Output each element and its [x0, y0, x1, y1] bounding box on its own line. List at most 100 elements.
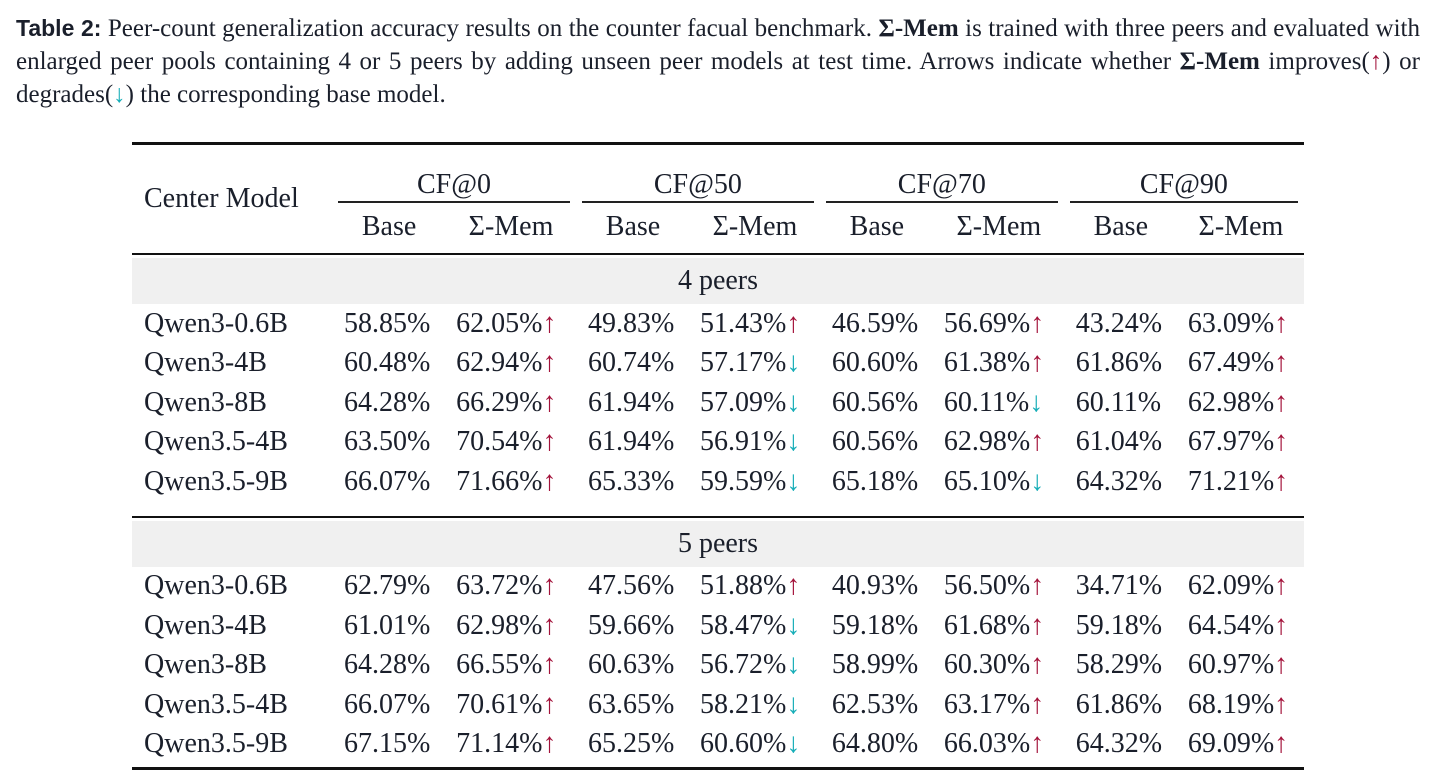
up-arrow-icon: ↑: [1274, 570, 1289, 602]
sigma-mem-value: 69.09%: [1187, 728, 1275, 760]
spacer-row: [132, 764, 1304, 769]
section-header-row: 4 peers: [132, 258, 1304, 304]
group-label: CF@70: [897, 169, 986, 200]
sigma-mem-value: 70.61%: [456, 688, 543, 720]
up-arrow-icon: ↑: [542, 465, 557, 497]
up-arrow-icon: ↑: [1030, 728, 1045, 760]
base-value: 65.18%: [831, 465, 919, 497]
sigma-mem-value-cell: 63.17%↑: [934, 685, 1064, 725]
sigma-mem-value-cell: 59.59%↓: [690, 462, 820, 502]
down-arrow-icon: ↓: [786, 426, 801, 458]
sigma-mem-value-cell: 71.66%↑: [446, 462, 576, 502]
up-arrow-icon: ↑: [1030, 307, 1045, 339]
header-row-subcolumns: Base Σ-Mem Base Σ-Mem Base Σ-Mem Base Σ-…: [132, 201, 1304, 254]
base-value: 60.48%: [344, 347, 431, 379]
table-row: Qwen3.5-9B 67.15% 71.14%↑ 65.25% 60.60%↓ 64.8…: [132, 725, 1304, 765]
base-value: 66.07%: [344, 465, 431, 497]
up-arrow-icon: ↑: [1274, 688, 1289, 720]
sigma-mem-value: 64.54%: [1187, 609, 1275, 641]
center-model-name: Qwen3-0.6B: [144, 570, 288, 602]
sigma-mem-value: 57.09%: [700, 386, 787, 418]
sigma-mem-value: 65.10%: [943, 465, 1031, 497]
sigma-mem-value-cell: 62.05%↑: [446, 304, 576, 344]
sigma-mem-value: 57.17%: [700, 347, 787, 379]
table-row: Qwen3-0.6B 58.85% 62.05%↑ 49.83% 51.43%↑ 46.5…: [132, 304, 1304, 344]
section-header-row: 5 peers: [132, 520, 1304, 567]
sigma-mem-value-cell: 60.30%↑: [934, 646, 1064, 686]
base-value: 58.85%: [344, 307, 431, 339]
sigma-mem-value-cell: 69.09%↑: [1178, 725, 1304, 765]
down-arrow-icon: ↓: [786, 609, 801, 641]
down-arrow-icon: ↓: [786, 688, 801, 720]
sigma-mem-value: 67.97%: [1187, 426, 1275, 458]
sigma-mem-value-cell: 71.21%↑: [1178, 462, 1304, 502]
base-value: 61.86%: [1075, 347, 1163, 379]
sigma-mem-value: 62.98%: [456, 609, 543, 641]
sigma-mem-value: 60.30%: [943, 649, 1031, 681]
base-header: Base: [1093, 211, 1149, 242]
base-value: 46.59%: [831, 307, 919, 339]
base-value: 59.66%: [587, 609, 675, 641]
sigma-mem-value: 63.17%: [943, 688, 1031, 720]
table-row: Qwen3.5-9B 66.07% 71.66%↑ 65.33% 59.59%↓ 65.1…: [132, 462, 1304, 502]
sigma-mem-value-cell: 60.97%↑: [1178, 646, 1304, 686]
sigma-mem-value: 71.66%: [456, 465, 543, 497]
base-value: 47.56%: [587, 570, 675, 602]
base-value: 61.01%: [344, 609, 431, 641]
base-value: 61.94%: [587, 426, 675, 458]
down-arrow-icon: ↓: [113, 81, 126, 108]
up-arrow-icon: ↑: [542, 386, 557, 418]
base-header: Base: [605, 211, 661, 242]
caption-text-3: improves(: [1259, 48, 1370, 75]
base-value: 64.28%: [344, 386, 431, 418]
sigma-mem-value: 62.05%: [456, 307, 543, 339]
sigma-mem-value: 66.29%: [456, 386, 543, 418]
sigma-mem-value: 58.21%: [700, 688, 787, 720]
sigma-mem-value: 63.09%: [1187, 307, 1275, 339]
table-row: Qwen3.5-4B 66.07% 70.61%↑ 63.65% 58.21%↓ 62.5…: [132, 685, 1304, 725]
sigma-mem-value: 61.38%: [943, 347, 1031, 379]
base-value: 60.11%: [1075, 386, 1162, 418]
base-value: 59.18%: [1075, 609, 1163, 641]
up-arrow-icon: ↑: [1274, 307, 1289, 339]
up-arrow-icon: ↑: [1030, 609, 1045, 641]
down-arrow-icon: ↓: [1030, 465, 1045, 497]
up-arrow-icon: ↑: [542, 609, 557, 641]
sigma-mem-value: 66.03%: [943, 728, 1031, 760]
base-value: 60.74%: [587, 347, 675, 379]
table-row: Qwen3.5-4B 63.50% 70.54%↑ 61.94% 56.91%↓ 60.5…: [132, 423, 1304, 463]
sigma-mem-value: 60.11%: [943, 386, 1030, 418]
results-table: Center Model CF@0 CF@50 CF@70 CF@90 Base…: [132, 142, 1304, 770]
base-value: 43.24%: [1075, 307, 1163, 339]
base-header: Base: [849, 211, 905, 242]
up-arrow-icon: ↑: [786, 570, 801, 602]
up-arrow-icon: ↑: [1030, 688, 1045, 720]
table-row: Qwen3-8B 64.28% 66.55%↑ 60.63% 56.72%↓ 58.99%…: [132, 646, 1304, 686]
sigma-mem-value-cell: 66.55%↑: [446, 646, 576, 686]
base-value: 63.65%: [587, 688, 675, 720]
sigma-mem-value: 56.72%: [700, 649, 787, 681]
sigma-mem-header: Σ-Mem: [1198, 211, 1284, 242]
table-caption: Table 2: Peer-count generalization accur…: [16, 12, 1420, 111]
sigma-mem-value-cell: 51.88%↑: [690, 567, 820, 607]
up-arrow-icon: ↑: [1274, 426, 1289, 458]
down-arrow-icon: ↓: [786, 465, 801, 497]
down-arrow-icon: ↓: [786, 728, 801, 760]
sigma-mem-value-cell: 61.38%↑: [934, 344, 1064, 384]
table-row: Qwen3-8B 64.28% 66.29%↑ 61.94% 57.09%↓ 60.56%…: [132, 383, 1304, 423]
base-value: 67.15%: [344, 728, 431, 760]
base-value: 60.60%: [831, 347, 919, 379]
table-body: 4 peers Qwen3-0.6B 58.85% 62.05%↑ 49.83% 51.4…: [132, 254, 1304, 769]
center-model-name: Qwen3.5-4B: [144, 426, 288, 458]
base-value: 58.99%: [831, 649, 919, 681]
up-arrow-icon: ↑: [542, 570, 557, 602]
down-arrow-icon: ↓: [786, 347, 801, 379]
sigma-mem-value-cell: 60.60%↓: [690, 725, 820, 765]
base-value: 59.18%: [831, 609, 919, 641]
sigma-mem-value: 66.55%: [456, 649, 543, 681]
group-header-cf90: CF@90: [1064, 144, 1304, 203]
sigma-mem-value-cell: 63.09%↑: [1178, 304, 1304, 344]
sigma-mem-value-cell: 62.94%↑: [446, 344, 576, 384]
sigma-mem-value: 62.98%: [943, 426, 1031, 458]
base-value: 62.53%: [831, 688, 919, 720]
